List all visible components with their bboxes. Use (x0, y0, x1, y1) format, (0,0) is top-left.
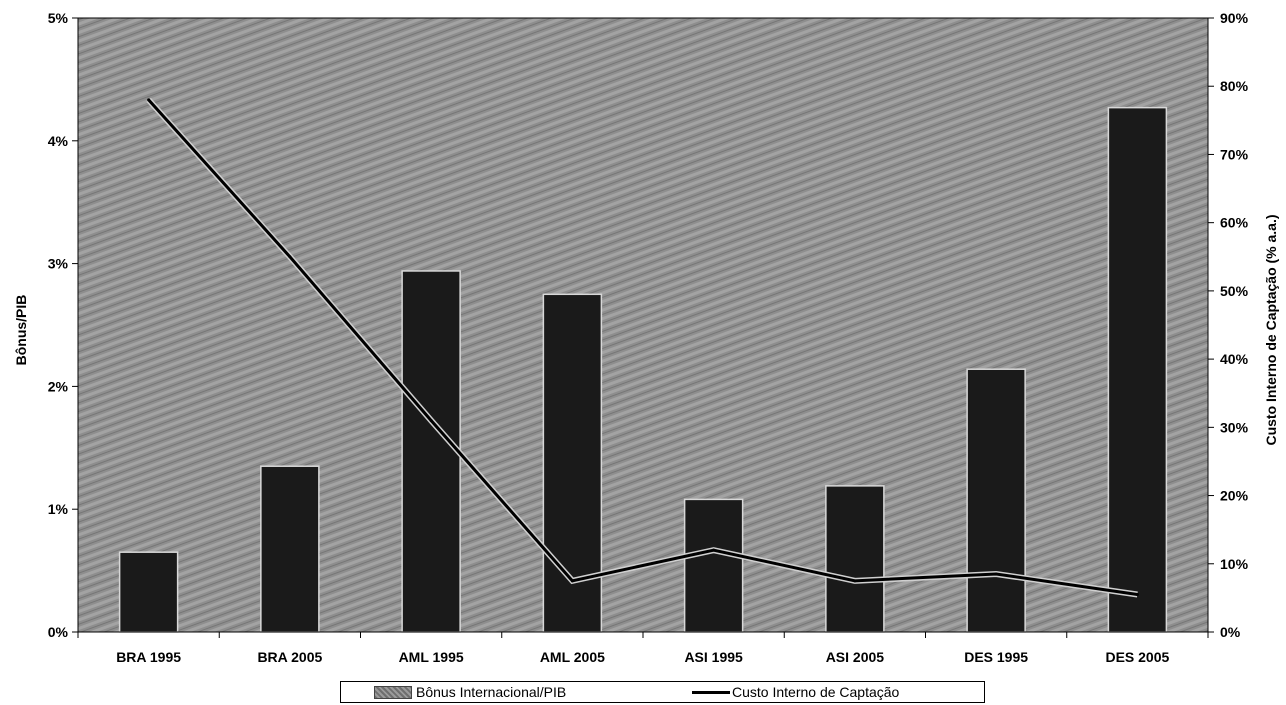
x-tick-label: BRA 2005 (257, 649, 322, 665)
x-tick-label: ASI 2005 (826, 649, 885, 665)
bar-des-1995 (966, 368, 1026, 633)
legend-item-custo: Custo Interno de Captação (692, 684, 899, 700)
legend: Bônus Internacional/PIB Custo Interno de… (340, 681, 985, 703)
legend-item-bonus: Bônus Internacional/PIB (374, 684, 566, 700)
bar-bra-1995 (118, 551, 179, 633)
bar-bra-2005 (260, 465, 320, 633)
y-tick-label-right: 80% (1220, 78, 1249, 94)
x-tick-label: ASI 1995 (684, 649, 743, 665)
line-point-bra-2005 (288, 255, 292, 259)
x-tick-label: AML 2005 (540, 649, 605, 665)
bar-asi-1995 (683, 498, 744, 633)
line-point-aml-1995 (429, 419, 433, 423)
x-tick-label: DES 2005 (1105, 649, 1169, 665)
y-tick-label-left: 1% (48, 501, 69, 517)
y-tick-label-right: 90% (1220, 10, 1249, 26)
x-tick-label: DES 1995 (964, 649, 1028, 665)
x-tick-label: AML 1995 (399, 649, 464, 665)
y-axis-label-left: Bônus/PIB (13, 295, 29, 366)
bar-des-2005 (1107, 106, 1168, 633)
line-point-des-2005 (1135, 592, 1139, 596)
y-tick-label-right: 50% (1220, 283, 1249, 299)
y-axis-label-right: Custo Interno de Captação (% a.a.) (1263, 214, 1279, 445)
line-point-des-1995 (994, 572, 998, 576)
line-point-asi-1995 (712, 548, 716, 552)
line-point-bra-1995 (147, 98, 151, 102)
y-tick-label-right: 0% (1220, 624, 1241, 640)
y-tick-label-left: 3% (48, 256, 69, 272)
legend-label-custo: Custo Interno de Captação (732, 684, 900, 700)
y-tick-label-right: 60% (1220, 215, 1249, 231)
y-tick-label-right: 40% (1220, 351, 1249, 367)
y-tick-label-right: 70% (1220, 146, 1249, 162)
y-tick-label-left: 4% (48, 133, 69, 149)
plot-area (77, 17, 1209, 633)
y-tick-label-left: 0% (48, 624, 69, 640)
bar-aml-1995 (401, 270, 461, 633)
line-point-asi-2005 (853, 579, 857, 583)
legend-label-bonus: Bônus Internacional/PIB (416, 684, 567, 700)
y-tick-label-left: 2% (48, 378, 69, 394)
line-custo-interno (147, 98, 1138, 596)
legend-bar-swatch (374, 685, 412, 699)
bar-asi-2005 (825, 485, 885, 633)
y-tick-label-right: 20% (1220, 488, 1249, 504)
line-point-aml-2005 (570, 579, 574, 583)
y-tick-label-right: 30% (1220, 419, 1249, 435)
x-tick-label: BRA 1995 (116, 649, 181, 665)
y-tick-label-right: 10% (1220, 556, 1249, 572)
y-tick-label-left: 5% (48, 10, 69, 26)
legend-line-swatch (692, 690, 730, 694)
